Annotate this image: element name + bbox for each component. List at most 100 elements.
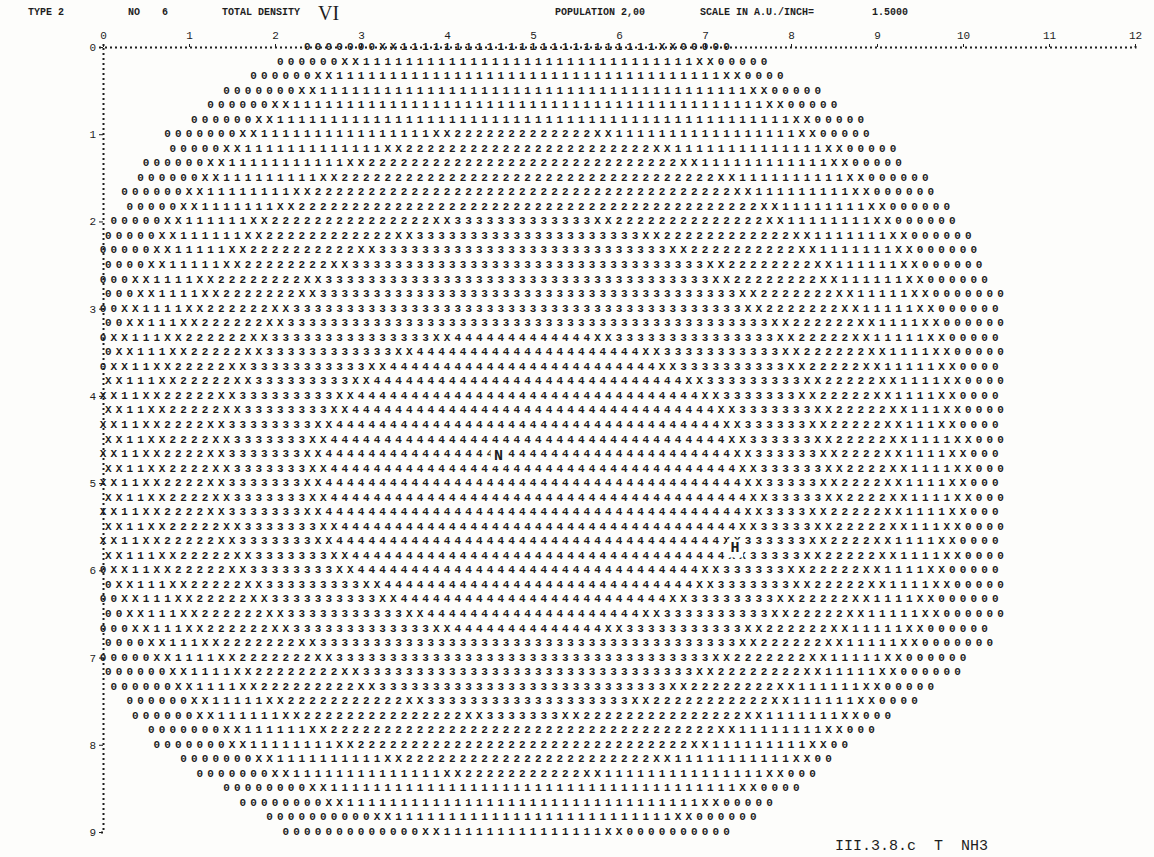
x-tick-mark bbox=[1135, 44, 1136, 47]
header-text: TOTAL DENSITY bbox=[222, 7, 300, 18]
x-tick-label: 2 bbox=[272, 30, 279, 42]
density-row: 0000000XX111111111111111111111111XX00000 bbox=[304, 41, 730, 53]
density-row: 00000XX111111XX222222222222222XX33333333… bbox=[110, 215, 955, 227]
density-row: 00000000XX111111111111111111111111111111… bbox=[239, 797, 772, 809]
density-row: 0000XX111XX2222222XX33333333333333333333… bbox=[105, 637, 993, 649]
annotation-patch bbox=[491, 448, 507, 466]
density-row: 000000XX11111111111111111111111111111111… bbox=[207, 99, 837, 111]
y-tick: 0 bbox=[89, 42, 103, 54]
density-row: XX11XX2222XX3333333XX4444444444444444444… bbox=[105, 492, 1004, 504]
density-row: 0XX111XX22222XX333333333333XX44444444444… bbox=[105, 346, 1004, 358]
header-text: TYPE 2 bbox=[28, 7, 64, 18]
density-row: XX11XX2222XX3333333XX4444444444444444444… bbox=[105, 463, 1004, 475]
density-row: 00XX1111XX222222XX3333333333333333333333… bbox=[100, 303, 999, 315]
density-row: 00XX111XX222222XX33333333333333333333333… bbox=[105, 317, 1004, 329]
density-row: 000000XX111111XX222222222222222XX3333333… bbox=[132, 710, 891, 722]
density-row: 000000XX111111111XX222222222222222222222… bbox=[137, 172, 928, 184]
y-tick-label: 4 bbox=[89, 391, 96, 403]
density-row: XX11XX2222XX3333333XX4444444444444444444… bbox=[100, 477, 999, 489]
y-tick-label: 7 bbox=[89, 653, 96, 665]
density-row: 000000XX1111111111111111111111111111111X… bbox=[277, 56, 767, 68]
y-tick: 1 bbox=[89, 129, 103, 141]
x-tick-label: 10 bbox=[957, 30, 970, 42]
density-row: 0XX11XX22222XX33333333XX4444444444444444… bbox=[100, 564, 999, 576]
annotations: NH bbox=[491, 448, 743, 558]
x-tick: 12 bbox=[1129, 30, 1142, 47]
density-row: 0000000000000XX111111111111111XX00000000… bbox=[282, 826, 729, 838]
density-characters: 0000000XX111111111111111111111111XX00000… bbox=[100, 41, 1004, 838]
x-tick: 2 bbox=[272, 30, 279, 47]
density-row: XX11XX2222XX3333333XX4444444444444444444… bbox=[105, 434, 1004, 446]
density-row: XX111XX22222XX3333333XX44444444444444444… bbox=[105, 550, 1004, 562]
density-row: 000XX111XX222222XX3333333333333XX4444444… bbox=[100, 623, 988, 635]
paper bbox=[0, 0, 1154, 857]
density-row: XX11XX2222XX33333333XX444444444444444444… bbox=[100, 419, 999, 431]
density-row: 00XX111XX222222XX33333333333XX4444444444… bbox=[105, 608, 1004, 620]
density-row: 0XX111XX22222XX333333333XX44444444444444… bbox=[105, 579, 1004, 591]
density-row: 0000000000XX11111111111111111111111111XX… bbox=[266, 811, 756, 823]
header-text: 1.5000 bbox=[872, 7, 908, 18]
x-tick-label: 9 bbox=[874, 30, 881, 42]
y-tick: 8 bbox=[89, 740, 103, 752]
x-tick: 8 bbox=[788, 30, 795, 47]
density-row: 0XX111XX222222XX333333333333333XX4444444… bbox=[100, 332, 999, 344]
density-row: 0000000XX11111111XX222222222222222222222… bbox=[153, 739, 848, 751]
x-tick-mark bbox=[189, 44, 190, 47]
density-row: 00000000XX111111111111111111111111111111… bbox=[223, 782, 799, 794]
density-row: 00000XX111111XX222222222222XX33333333333… bbox=[105, 230, 972, 242]
x-tick: 9 bbox=[874, 30, 881, 47]
density-row: 000000XX1111XX22222222XX3333333333333333… bbox=[105, 666, 961, 678]
density-row: 0000000XX11111111111111XX22222222222XX11… bbox=[196, 768, 815, 780]
annotation: H bbox=[731, 540, 740, 557]
y-tick-label: 1 bbox=[89, 129, 96, 141]
y-tick-label: 0 bbox=[89, 42, 96, 54]
density-row: 000000XX1111XX222222222XX333333333333333… bbox=[110, 681, 934, 693]
x-tick-label: 12 bbox=[1129, 30, 1142, 42]
density-row: 000000XX11111111111111111111111111111111… bbox=[250, 70, 783, 82]
density-row: 0000XX11111XX22222222XX33333333333333333… bbox=[105, 259, 982, 271]
y-tick: 9 bbox=[89, 827, 103, 839]
density-row: XX11XX2222XX3333333XX4444444444444444444… bbox=[100, 506, 999, 518]
x-tick-mark bbox=[103, 44, 104, 47]
handwritten-label: VI bbox=[318, 2, 339, 24]
density-row: 0000000XX1111111111111111111111111111111… bbox=[223, 85, 821, 97]
header-text: NO bbox=[128, 7, 140, 18]
x-tick: 10 bbox=[957, 30, 970, 47]
density-row: 000000XX11111111111XX2222222222222222222… bbox=[143, 157, 902, 169]
density-row: 0000000XX1111111111XX2222222222222222222… bbox=[180, 753, 832, 765]
annotation-patch bbox=[727, 540, 743, 558]
x-tick-label: 0 bbox=[100, 30, 107, 42]
density-row: 00000XX1111111XX222222222222222222222222… bbox=[127, 201, 951, 213]
y-tick-mark bbox=[99, 221, 103, 222]
density-row: XX11XX22222XX3333333XX444444444444444444… bbox=[105, 521, 1004, 533]
density-row: XX111XX22222XX333333333XX444444444444444… bbox=[105, 375, 1004, 387]
y-tick-mark bbox=[99, 47, 103, 48]
header-text: SCALE IN A.U./INCH= bbox=[700, 7, 814, 18]
header: TYPE 2 NO 6 TOTAL DENSITY POPULATION 2,00 SCA… bbox=[28, 2, 908, 24]
header-text: 6 bbox=[162, 7, 168, 18]
x-tick-mark bbox=[275, 44, 276, 47]
density-row: XX11XX22222XX3333333XX444444444444444444… bbox=[100, 535, 999, 547]
density-printout: TYPE 2 NO 6 TOTAL DENSITY POPULATION 2,00 SCA… bbox=[0, 0, 1154, 857]
header-text: POPULATION 2,00 bbox=[555, 7, 645, 18]
y-tick-label: 9 bbox=[89, 827, 96, 839]
x-tick-mark bbox=[1049, 44, 1050, 47]
y-tick-label: 5 bbox=[89, 478, 96, 490]
density-row: 000XX1111XX22222222XX3333333333333333333… bbox=[100, 274, 988, 286]
y-axis: 0123456789 bbox=[89, 42, 103, 839]
x-tick: 0 bbox=[100, 30, 107, 47]
annotation: N bbox=[494, 448, 503, 465]
y-tick-label: 2 bbox=[89, 216, 96, 228]
density-row: 0000000XX1111111111111111XX2222222222222… bbox=[164, 128, 869, 140]
x-tick-mark bbox=[877, 44, 878, 47]
density-row: XX11XX2222XX3333333XX4444444444444444444… bbox=[100, 448, 999, 460]
density-row: 000XX1111XX2222222XX33333333333333333333… bbox=[105, 288, 1004, 300]
y-tick: 2 bbox=[89, 216, 103, 228]
caption: III.3.8.c T NH3 bbox=[835, 838, 988, 855]
density-row: 0000000XX111111XX22222222222222222222222… bbox=[148, 724, 875, 736]
x-tick-label: 11 bbox=[1043, 30, 1057, 42]
density-row: 00000XX1111XX2222222XX333333333333333333… bbox=[100, 652, 967, 664]
x-tick-label: 8 bbox=[788, 30, 795, 42]
density-row: XX11XX22222XX333333333XX4444444444444444… bbox=[100, 390, 999, 402]
density-row: 00000XX1111111111111XX222222222222222222… bbox=[170, 143, 897, 155]
